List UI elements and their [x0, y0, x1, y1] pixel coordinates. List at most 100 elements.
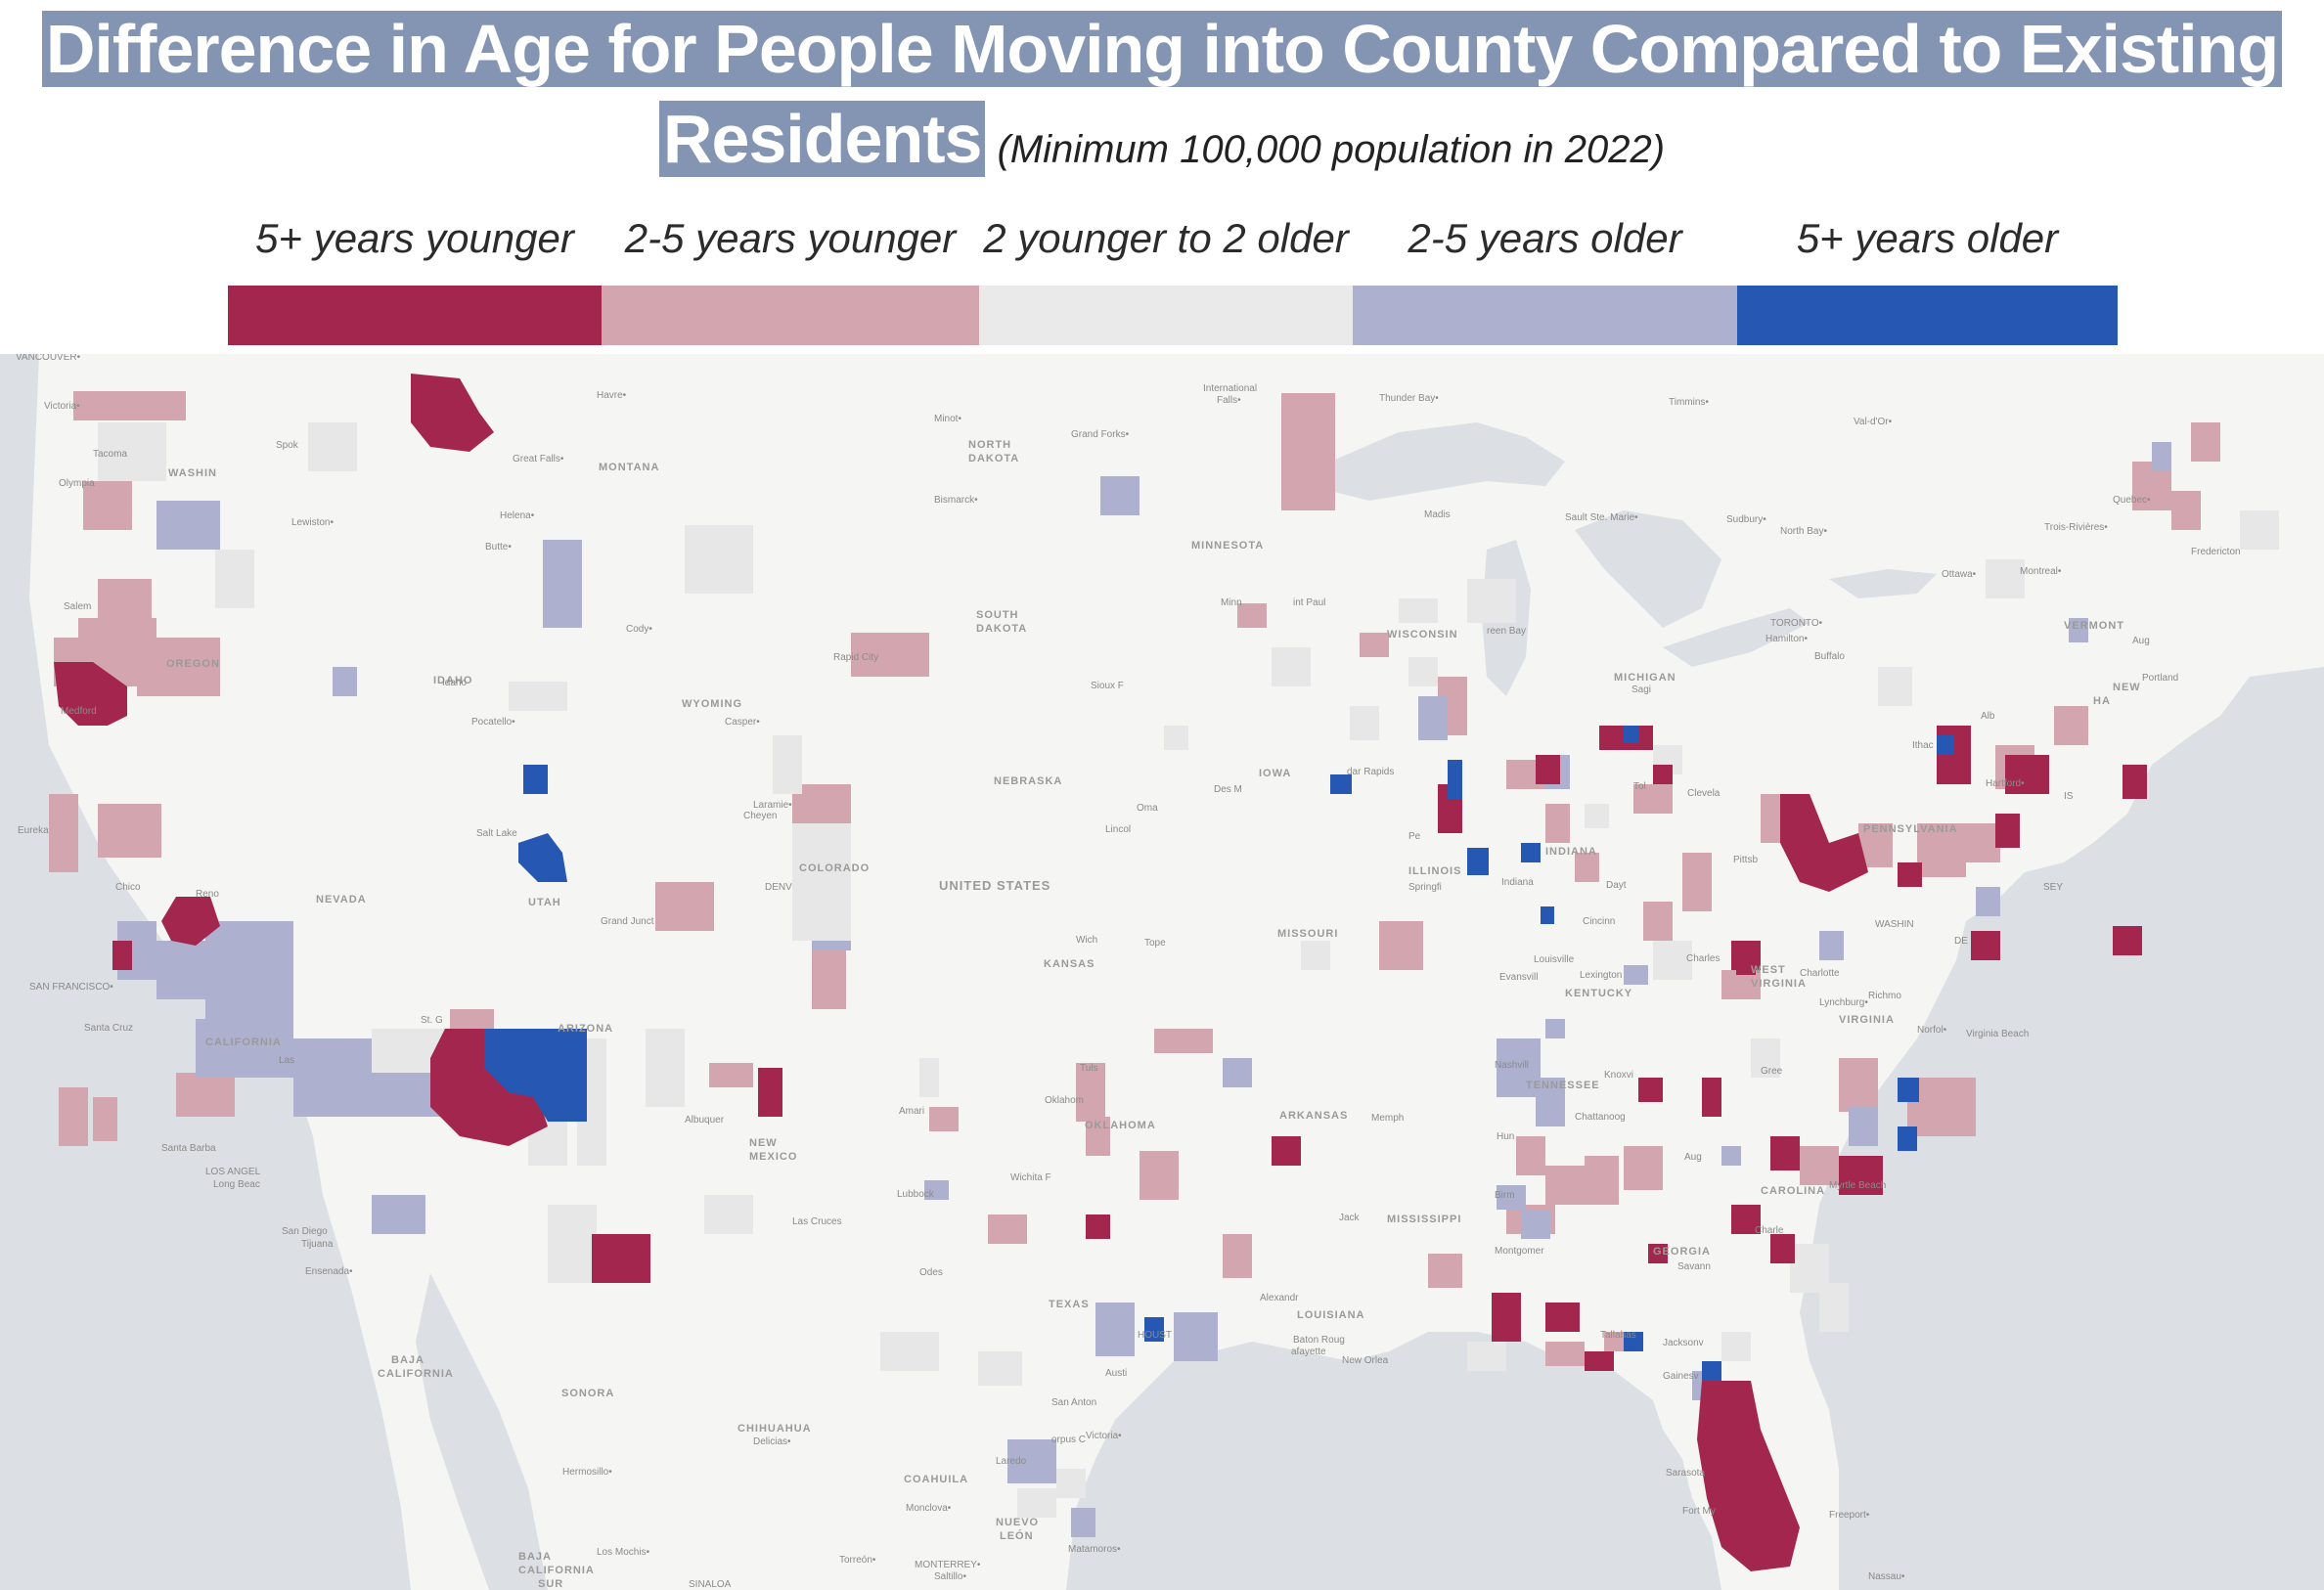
svg-text:Jacksonv: Jacksonv [1663, 1338, 1704, 1348]
svg-text:Oma: Oma [1137, 803, 1158, 814]
svg-text:Tacoma: Tacoma [93, 449, 127, 460]
legend-swatch [1737, 286, 2118, 345]
svg-text:CALIFORNIA: CALIFORNIA [518, 1565, 595, 1576]
svg-text:DAKOTA: DAKOTA [968, 453, 1019, 464]
svg-text:Lubbock: Lubbock [897, 1189, 935, 1200]
svg-text:New Orlea: New Orlea [1342, 1355, 1389, 1366]
svg-text:IDAHO: IDAHO [433, 675, 472, 686]
svg-text:Las Cruces: Las Cruces [792, 1216, 842, 1227]
svg-text:GEORGIA: GEORGIA [1653, 1246, 1711, 1258]
svg-text:MISSOURI: MISSOURI [1277, 928, 1338, 940]
svg-text:Sudbury•: Sudbury• [1726, 514, 1766, 525]
svg-text:NORTH: NORTH [968, 439, 1011, 451]
svg-text:Reno: Reno [196, 889, 219, 900]
svg-text:Lincol: Lincol [1105, 824, 1131, 835]
svg-text:CALIFORNIA: CALIFORNIA [378, 1368, 454, 1380]
svg-text:Pe: Pe [1408, 831, 1421, 842]
counties-5-younger [54, 374, 2147, 1571]
chart-header: Difference in Age for People Moving into… [0, 0, 2324, 352]
svg-text:Saltillo•: Saltillo• [934, 1571, 966, 1582]
svg-text:KANSAS: KANSAS [1044, 958, 1095, 970]
svg-text:SONORA: SONORA [561, 1388, 614, 1399]
lake-huron [1575, 510, 1721, 628]
svg-text:Long Beac: Long Beac [213, 1179, 260, 1190]
svg-text:IOWA: IOWA [1259, 768, 1291, 779]
svg-text:Dayt: Dayt [1606, 880, 1627, 891]
title-line-2: Residents (Minimum 100,000 population in … [0, 94, 2324, 184]
svg-text:Tope: Tope [1144, 938, 1166, 949]
svg-text:Pocatello•: Pocatello• [471, 717, 515, 728]
svg-text:Victoria•: Victoria• [44, 401, 80, 412]
svg-text:orpus C: orpus C [1051, 1435, 1086, 1445]
svg-text:Tijuana: Tijuana [301, 1239, 334, 1250]
svg-text:Albuquer: Albuquer [685, 1115, 725, 1126]
svg-text:PENNSYLVANIA: PENNSYLVANIA [1863, 823, 1958, 835]
svg-text:Lynchburg•: Lynchburg• [1819, 997, 1868, 1008]
svg-text:BAJA: BAJA [391, 1354, 425, 1366]
city-labels: VANCOUVER• Victoria• Tacoma Olympia Spok… [16, 354, 2241, 1590]
svg-text:TORONTO•: TORONTO• [1770, 618, 1823, 629]
svg-text:SINALOA: SINALOA [689, 1579, 732, 1590]
svg-text:UTAH: UTAH [528, 897, 561, 908]
svg-text:Spok: Spok [276, 440, 299, 451]
svg-text:NEBRASKA: NEBRASKA [994, 775, 1062, 787]
svg-text:Sault Ste. Marie•: Sault Ste. Marie• [1565, 512, 1638, 523]
svg-text:Charle: Charle [1755, 1225, 1784, 1236]
svg-text:Jack: Jack [1339, 1213, 1361, 1223]
svg-text:WASHIN: WASHIN [168, 467, 217, 479]
svg-text:Salt Lake: Salt Lake [476, 828, 517, 839]
svg-text:LOS ANGEL: LOS ANGEL [205, 1167, 261, 1177]
legend-label: 2 younger to 2 older [983, 215, 1349, 261]
pacific-ocean [0, 354, 411, 1590]
legend-label: 2-5 years younger [624, 215, 957, 261]
svg-text:Monclova•: Monclova• [906, 1503, 952, 1514]
county-map[interactable]: WASHIN OREGON CALIFORNIA NEVADA IDAHO MO… [0, 354, 2324, 1590]
svg-text:Fort My: Fort My [1682, 1506, 1716, 1517]
svg-text:Tol: Tol [1633, 781, 1646, 792]
legend-item-5-younger: 5+ years younger [228, 215, 602, 347]
svg-text:Ottawa•: Ottawa• [1942, 569, 1977, 580]
svg-text:Hermosillo•: Hermosillo• [562, 1467, 612, 1478]
svg-text:Great Falls•: Great Falls• [513, 454, 564, 464]
map-canvas: WASHIN OREGON CALIFORNIA NEVADA IDAHO MO… [0, 354, 2324, 1590]
svg-text:Fredericton: Fredericton [2191, 547, 2241, 557]
svg-text:Timmins•: Timmins• [1669, 397, 1709, 408]
svg-text:Gainesv: Gainesv [1663, 1371, 1699, 1382]
svg-text:KENTUCKY: KENTUCKY [1565, 988, 1632, 999]
svg-text:afayette: afayette [1291, 1347, 1326, 1357]
svg-text:SEY: SEY [2043, 882, 2063, 893]
svg-text:Baton Roug: Baton Roug [1293, 1335, 1345, 1346]
svg-text:Lexington: Lexington [1580, 970, 1622, 981]
svg-text:OREGON: OREGON [166, 658, 220, 670]
svg-text:North Bay•: North Bay• [1780, 526, 1827, 537]
svg-text:TEXAS: TEXAS [1049, 1299, 1090, 1310]
svg-text:Buffalo: Buffalo [1814, 651, 1845, 662]
svg-text:Evansvill: Evansvill [1499, 972, 1538, 983]
svg-text:MEXICO: MEXICO [749, 1151, 797, 1163]
svg-text:dar Rapids: dar Rapids [1347, 767, 1394, 777]
legend-label: 2-5 years older [1408, 215, 1682, 261]
svg-text:Wichita F: Wichita F [1010, 1172, 1051, 1183]
svg-text:NEW: NEW [749, 1137, 778, 1149]
svg-text:Pittsb: Pittsb [1733, 855, 1758, 865]
svg-text:INDIANA: INDIANA [1545, 846, 1597, 858]
svg-text:Gree: Gree [1761, 1066, 1783, 1077]
legend-swatch [1353, 286, 1737, 345]
legend-label: 5+ years younger [255, 215, 574, 261]
svg-text:Hamilton•: Hamilton• [1765, 634, 1808, 644]
svg-text:Delicias•: Delicias• [753, 1436, 791, 1447]
svg-text:Olympia: Olympia [59, 478, 95, 489]
svg-text:Virginia Beach: Virginia Beach [1966, 1029, 2029, 1039]
svg-text:Ensenada•: Ensenada• [305, 1266, 353, 1277]
svg-text:Laredo: Laredo [996, 1456, 1027, 1467]
svg-text:Helena•: Helena• [500, 510, 535, 521]
svg-text:Tallahas: Tallahas [1600, 1330, 1636, 1341]
svg-text:WYOMING: WYOMING [682, 698, 742, 710]
svg-text:COLORADO: COLORADO [799, 862, 870, 874]
svg-text:Trois-Rivières•: Trois-Rivières• [2044, 522, 2108, 533]
svg-text:DAKOTA: DAKOTA [976, 623, 1027, 635]
svg-text:Medford: Medford [61, 706, 97, 717]
svg-text:Freeport•: Freeport• [1829, 1510, 1870, 1521]
svg-text:Santa Cruz: Santa Cruz [84, 1023, 133, 1034]
svg-text:Santa Barba: Santa Barba [161, 1143, 216, 1154]
